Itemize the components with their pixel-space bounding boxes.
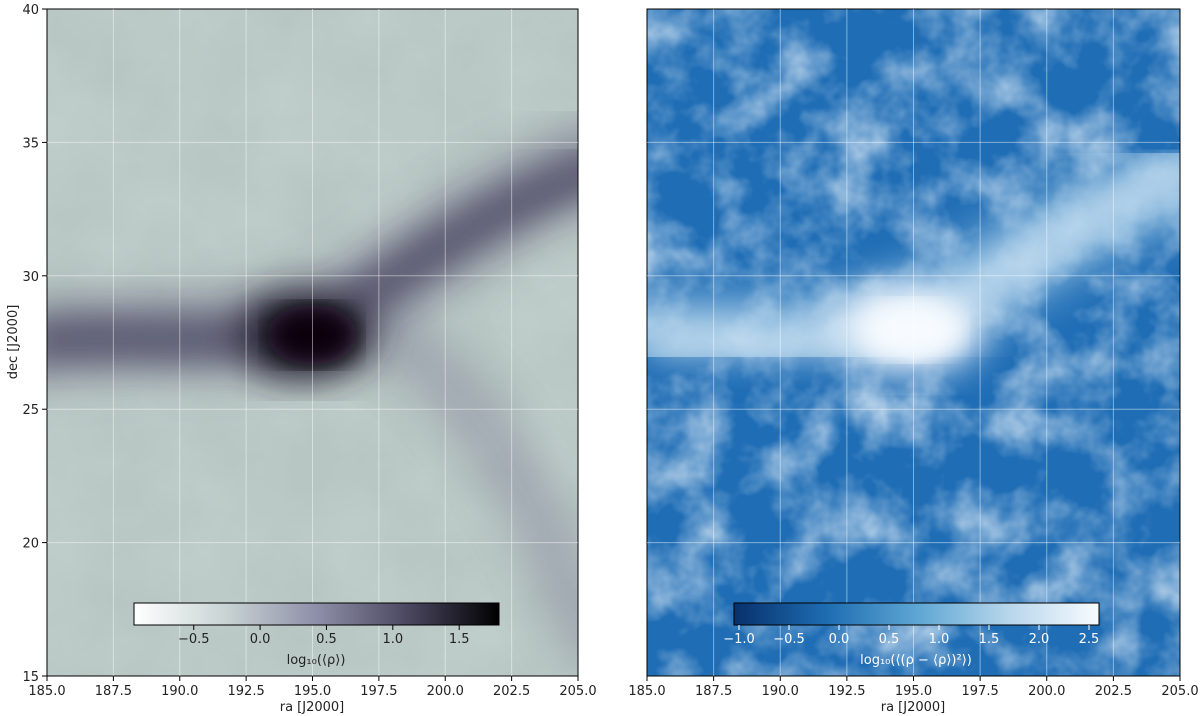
right-colorbar-ticks: −1.0 −0.5 0.0 0.5 1.0 1.5 2.0 2.5 xyxy=(723,625,1099,647)
left-colorbar-tick-label: 1.0 xyxy=(382,632,403,647)
right-colorbar-bar xyxy=(733,602,1100,626)
left-ytick-label: 30 xyxy=(22,270,39,285)
right-xlabel: ra [J2000] xyxy=(881,700,946,715)
left-ytick-label: 15 xyxy=(22,670,39,685)
right-colorbar-tick-label: 2.5 xyxy=(1079,632,1100,647)
right-colorbar-tick-label: 0.5 xyxy=(879,632,900,647)
left-xtick-label: 202.5 xyxy=(493,684,530,699)
left-xtick-label: 185.0 xyxy=(28,684,65,699)
left-colorbar-tick-label: 1.5 xyxy=(449,632,470,647)
left-ylabel: dec [J2000] xyxy=(6,305,21,380)
right-colorbar-tick-label: 0.0 xyxy=(829,632,850,647)
right-xtick-label: 187.5 xyxy=(695,684,732,699)
left-colorbar-label: log₁₀(⟨ρ⟩) xyxy=(287,653,346,668)
left-ticks: 185.0 187.5 190.0 192.5 195.0 197.5 200.0 202.5… xyxy=(22,3,596,699)
left-heatmap xyxy=(47,9,578,676)
left-xtick-label: 187.5 xyxy=(95,684,132,699)
right-xtick-label: 202.5 xyxy=(1095,684,1132,699)
left-colorbar-bar xyxy=(133,602,500,626)
right-heatmap xyxy=(647,9,1180,676)
right-colorbar-label: log₁₀(⟨(ρ − ⟨ρ⟩)²⟩) xyxy=(860,653,972,668)
left-ytick-label: 40 xyxy=(22,3,39,18)
right-colorbar-tick-label: 1.5 xyxy=(979,632,1000,647)
left-ytick-label: 20 xyxy=(22,537,39,552)
right-colorbar-tick-label: −1.0 xyxy=(723,632,755,647)
right-xtick-label: 200.0 xyxy=(1028,684,1065,699)
right-colorbar-tick-label: −0.5 xyxy=(773,632,805,647)
right-grid xyxy=(647,9,1180,676)
right-panel: 185.0 187.5 190.0 192.5 195.0 197.5 200.0 202.5… xyxy=(628,8,1199,715)
right-xtick-label: 205.0 xyxy=(1161,684,1198,699)
right-xtick-label: 190.0 xyxy=(762,684,799,699)
right-colorbar: −1.0 −0.5 0.0 0.5 1.0 1.5 2.0 2.5 log₁₀(⟨(ρ − ⟨… xyxy=(723,602,1100,668)
left-grid xyxy=(47,9,578,676)
right-xtick-label: 195.0 xyxy=(895,684,932,699)
left-xtick-label: 195.0 xyxy=(294,684,331,699)
left-xlabel: ra [J2000] xyxy=(280,700,345,715)
left-ytick-label: 35 xyxy=(22,136,39,151)
right-xtick-label: 192.5 xyxy=(828,684,865,699)
left-xtick-label: 200.0 xyxy=(427,684,464,699)
left-colorbar-ticks: −0.5 0.0 0.5 1.0 1.5 xyxy=(178,625,470,647)
left-xtick-label: 205.0 xyxy=(559,684,596,699)
left-ytick-label: 25 xyxy=(22,403,39,418)
right-colorbar-tick-label: 1.0 xyxy=(929,632,950,647)
left-panel: 185.0 187.5 190.0 192.5 195.0 197.5 200.0 202.5… xyxy=(6,3,597,715)
left-xtick-label: 192.5 xyxy=(228,684,265,699)
right-ticks: 185.0 187.5 190.0 192.5 195.0 197.5 200.0 202.5… xyxy=(628,676,1199,699)
left-colorbar-tick-label: −0.5 xyxy=(178,632,210,647)
right-xtick-label: 197.5 xyxy=(962,684,999,699)
right-colorbar-tick-label: 2.0 xyxy=(1029,632,1050,647)
left-colorbar-tick-label: 0.5 xyxy=(316,632,337,647)
right-xtick-label: 185.0 xyxy=(628,684,665,699)
left-xtick-label: 197.5 xyxy=(360,684,397,699)
left-colorbar: −0.5 0.0 0.5 1.0 1.5 log₁₀(⟨ρ⟩) xyxy=(133,602,500,668)
left-xtick-label: 190.0 xyxy=(161,684,198,699)
left-colorbar-tick-label: 0.0 xyxy=(250,632,271,647)
